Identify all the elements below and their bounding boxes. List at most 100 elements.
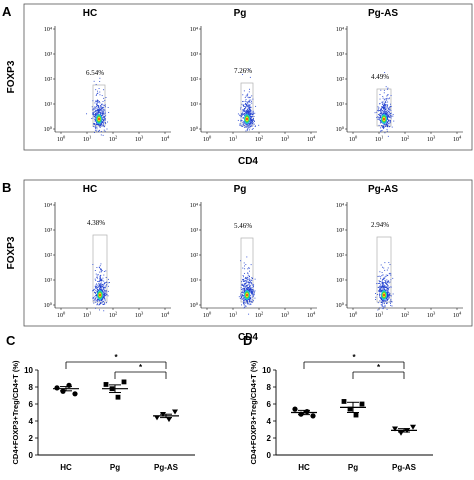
x-tick-exponent: 4 bbox=[167, 311, 170, 316]
y-tick-label: 10⁰ bbox=[336, 302, 345, 309]
x-tick-exponent: 4 bbox=[167, 135, 170, 140]
data-point-square bbox=[359, 401, 365, 407]
flow-frame-row_a bbox=[23, 3, 473, 151]
density-core bbox=[246, 117, 248, 121]
data-point-circle bbox=[72, 391, 78, 397]
x-tick-label: 10 bbox=[401, 313, 407, 319]
y-tick-label: 10 bbox=[24, 366, 33, 375]
flow-frame-row_b bbox=[23, 179, 473, 327]
x-tick-label: 10 bbox=[203, 313, 209, 319]
y-tick-label: 2 bbox=[267, 434, 272, 443]
x-tick-exponent: 2 bbox=[115, 311, 117, 316]
y-tick-label: 8 bbox=[267, 383, 272, 392]
x-tick-label: 10 bbox=[255, 313, 261, 319]
y-tick-label: 10¹ bbox=[336, 102, 344, 108]
category-label: Pg bbox=[348, 463, 358, 472]
y-tick-label: 10² bbox=[336, 77, 344, 83]
data-point-triangle bbox=[410, 424, 416, 430]
x-tick-exponent: 3 bbox=[141, 311, 144, 316]
data-point-square bbox=[353, 412, 359, 418]
gate-box bbox=[376, 236, 392, 303]
x-tick-label: 10 bbox=[349, 137, 355, 143]
x-tick-exponent: 4 bbox=[313, 135, 316, 140]
foxp3-label-row_a: FOXP3 bbox=[6, 60, 17, 93]
x-tick-exponent: 1 bbox=[381, 311, 383, 316]
x-tick-exponent: 1 bbox=[89, 135, 91, 140]
gate-box bbox=[92, 84, 106, 127]
x-tick-label: 10 bbox=[109, 137, 115, 143]
x-tick-exponent: 1 bbox=[235, 311, 237, 316]
y-tick-label: 0 bbox=[267, 451, 272, 460]
gate-percentage: 4.49% bbox=[371, 73, 389, 81]
y-tick-label: 10⁰ bbox=[190, 302, 199, 309]
y-tick-label: 10¹ bbox=[44, 278, 52, 284]
y-axis-title: CD4+FOXP3+Treg/CD4+T (%) bbox=[249, 360, 258, 464]
gate-percentage: 4.38% bbox=[87, 219, 105, 227]
y-tick-label: 4 bbox=[267, 417, 272, 426]
cd4-label-row_b: CD4 bbox=[238, 332, 258, 343]
significance-star: * bbox=[377, 363, 381, 372]
gate-box bbox=[240, 237, 254, 303]
x-tick-exponent: 0 bbox=[63, 311, 66, 316]
data-point-circle bbox=[54, 385, 60, 391]
x-tick-label: 10 bbox=[427, 137, 433, 143]
y-axis-title: CD4+FOXP3+Treg/CD4+T (%) bbox=[11, 360, 20, 464]
data-point-triangle bbox=[160, 412, 166, 417]
y-tick-label: 10⁴ bbox=[190, 203, 198, 209]
significance-star: * bbox=[352, 353, 356, 362]
x-tick-exponent: 2 bbox=[407, 311, 409, 316]
dot-chart-D: CD4+FOXP3+Treg/CD4+T (%) 0 2 4 6 8 10 HC Pg Pg-AS… bbox=[249, 353, 433, 472]
data-point-square bbox=[347, 406, 353, 412]
y-tick-label: 10¹ bbox=[190, 102, 198, 108]
data-point-circle bbox=[298, 411, 304, 417]
y-tick-label: 6 bbox=[29, 400, 34, 409]
x-tick-label: 10 bbox=[83, 137, 89, 143]
data-point-circle bbox=[66, 382, 72, 388]
x-tick-label: 10 bbox=[427, 313, 433, 319]
y-tick-label: 10³ bbox=[190, 228, 198, 234]
y-tick-label: 10³ bbox=[190, 52, 198, 58]
gate-percentage: 5.46% bbox=[234, 222, 252, 230]
group-title: Pg-AS bbox=[368, 8, 398, 19]
x-tick-exponent: 4 bbox=[459, 135, 462, 140]
y-tick-label: 10¹ bbox=[336, 278, 344, 284]
y-tick-label: 10³ bbox=[336, 52, 344, 58]
events-cloud bbox=[237, 68, 260, 132]
panel-letter-c: C bbox=[6, 333, 16, 348]
x-tick-exponent: 0 bbox=[63, 135, 66, 140]
x-tick-exponent: 0 bbox=[209, 311, 212, 316]
foxp3-label-row_b: FOXP3 bbox=[6, 236, 17, 269]
data-point-circle bbox=[310, 413, 316, 419]
data-point-square bbox=[103, 382, 109, 387]
category-label: HC bbox=[298, 463, 310, 472]
x-tick-label: 10 bbox=[307, 137, 313, 143]
group-title: HC bbox=[83, 184, 97, 195]
x-tick-exponent: 2 bbox=[261, 311, 263, 316]
density-core bbox=[383, 293, 385, 297]
x-tick-label: 10 bbox=[135, 137, 141, 143]
y-tick-label: 10² bbox=[44, 253, 52, 259]
y-tick-label: 10⁰ bbox=[190, 126, 199, 133]
x-tick-exponent: 3 bbox=[433, 311, 436, 316]
x-tick-label: 10 bbox=[135, 313, 141, 319]
x-tick-exponent: 3 bbox=[433, 135, 436, 140]
x-tick-exponent: 4 bbox=[313, 311, 316, 316]
data-point-triangle bbox=[172, 409, 178, 415]
y-tick-label: 10² bbox=[44, 77, 52, 83]
x-tick-label: 10 bbox=[453, 313, 459, 319]
x-tick-label: 10 bbox=[255, 137, 261, 143]
data-point-triangle bbox=[392, 426, 398, 432]
y-tick-label: 10¹ bbox=[44, 102, 52, 108]
x-tick-label: 10 bbox=[57, 313, 63, 319]
gate-percentage: 7.26% bbox=[234, 67, 252, 75]
x-tick-label: 10 bbox=[83, 313, 89, 319]
events-cloud bbox=[86, 77, 110, 136]
x-tick-exponent: 0 bbox=[355, 311, 358, 316]
category-label: Pg-AS bbox=[154, 463, 179, 472]
x-tick-label: 10 bbox=[349, 313, 355, 319]
significance-star: * bbox=[139, 363, 143, 372]
y-tick-label: 10⁰ bbox=[44, 302, 53, 309]
